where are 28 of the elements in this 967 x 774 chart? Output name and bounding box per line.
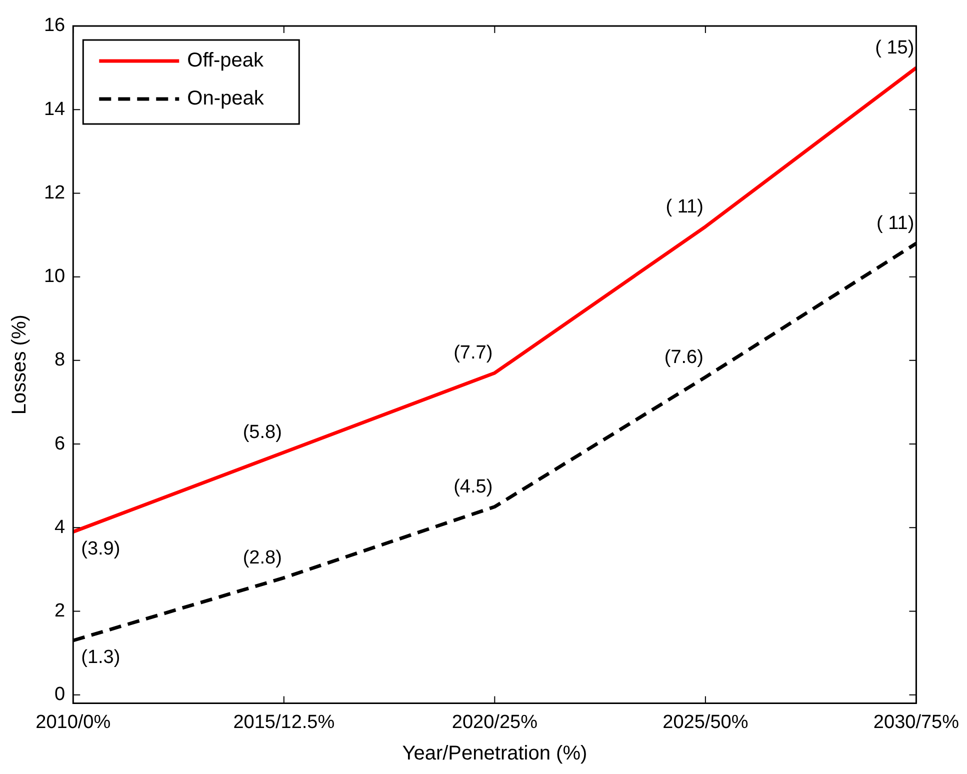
y-tick-label: 16 xyxy=(44,15,66,36)
x-tick-label: 2010/0% xyxy=(36,712,111,733)
y-tick-label: 4 xyxy=(54,516,66,538)
data-label: ( 11) xyxy=(666,196,704,218)
data-label: ( 11) xyxy=(876,213,914,234)
y-tick-label: 6 xyxy=(54,433,66,454)
legend-label: On-peak xyxy=(187,88,265,110)
data-label: (7.6) xyxy=(664,346,704,368)
data-label: (3.9) xyxy=(81,538,120,560)
x-tick-label: 2025/50% xyxy=(662,712,748,733)
legend-label: Off-peak xyxy=(187,50,264,72)
y-tick-label: 0 xyxy=(54,684,66,706)
y-tick-label: 2 xyxy=(54,600,66,622)
y-tick-label: 12 xyxy=(44,182,66,204)
data-label: (2.8) xyxy=(242,548,282,569)
y-tick-label: 8 xyxy=(54,350,66,371)
x-tick-label: 2015/12.5% xyxy=(233,712,335,733)
data-label: (7.7) xyxy=(454,342,493,364)
data-label: (4.5) xyxy=(454,476,493,498)
data-label: (1.3) xyxy=(81,647,120,668)
data-label: (5.8) xyxy=(242,422,282,444)
data-label: ( 15) xyxy=(875,38,914,59)
x-tick-label: 2020/25% xyxy=(452,712,538,733)
y-tick-label: 10 xyxy=(44,266,66,288)
x-tick-label: 2030/75% xyxy=(873,712,960,733)
y-axis-title: Losses (%) xyxy=(8,314,31,415)
x-axis-title: Year/Penetration (%) xyxy=(402,742,588,765)
y-tick-label: 14 xyxy=(44,98,66,120)
